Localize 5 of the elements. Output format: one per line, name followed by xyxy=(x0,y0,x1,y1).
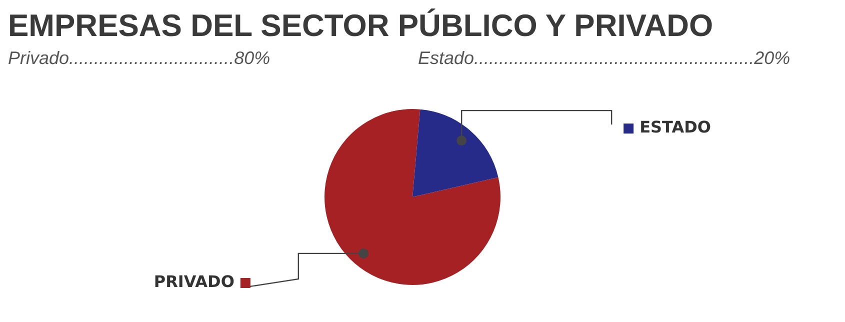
text: Estado........................................................20% xyxy=(418,48,792,69)
slice-label: PRIVADO xyxy=(154,272,234,292)
chart-title: EMPRESAS DEL SECTOR PÚBLICO Y PRIVADO xyxy=(8,8,714,44)
legend-label: ESTADO xyxy=(640,118,711,137)
text: Privado.................................80% xyxy=(8,48,272,69)
